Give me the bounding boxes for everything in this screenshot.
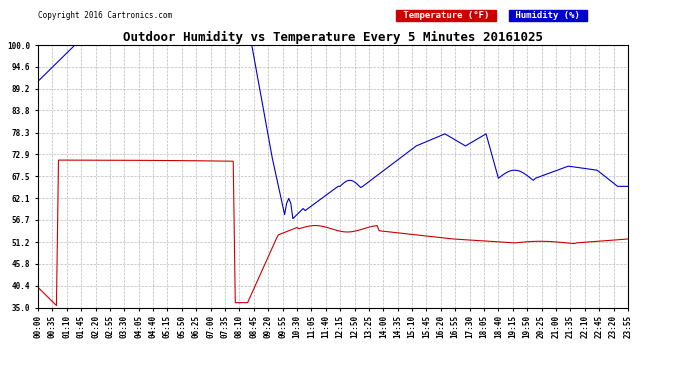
Title: Outdoor Humidity vs Temperature Every 5 Minutes 20161025: Outdoor Humidity vs Temperature Every 5 … (123, 31, 543, 44)
Text: Copyright 2016 Cartronics.com: Copyright 2016 Cartronics.com (38, 11, 172, 20)
Text: Temperature (°F): Temperature (°F) (398, 11, 495, 20)
Text: Humidity (%): Humidity (%) (510, 11, 585, 20)
